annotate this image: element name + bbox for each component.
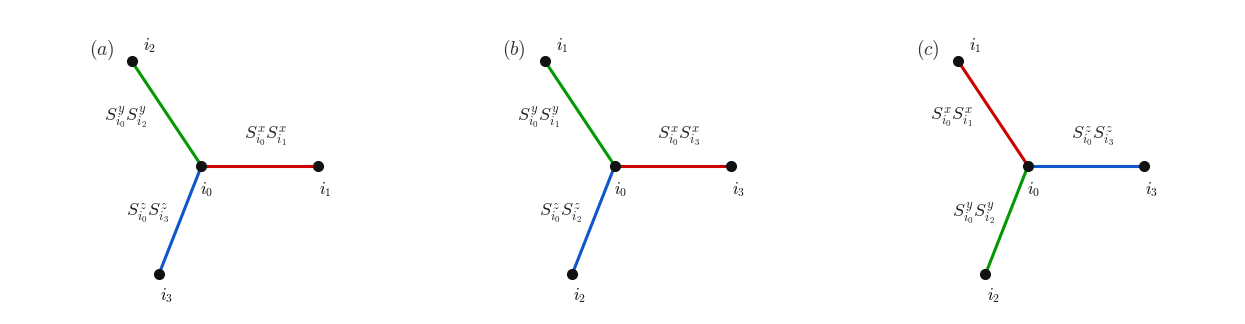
Text: $i_1$: $i_1$ xyxy=(557,36,569,55)
Text: $i_2$: $i_2$ xyxy=(143,36,156,55)
Text: $S^y_{i_0}S^y_{i_1}$: $S^y_{i_0}S^y_{i_1}$ xyxy=(518,105,560,131)
Text: $i_0$: $i_0$ xyxy=(200,180,213,199)
Text: $i_1$: $i_1$ xyxy=(969,36,982,55)
Text: $S^y_{i_0}S^y_{i_2}$: $S^y_{i_0}S^y_{i_2}$ xyxy=(105,105,147,131)
Text: $i_3$: $i_3$ xyxy=(1145,180,1158,199)
Text: $i_2$: $i_2$ xyxy=(574,286,586,305)
Text: $S^z_{i_0}S^z_{i_3}$: $S^z_{i_0}S^z_{i_3}$ xyxy=(126,202,169,226)
Text: $(b)$: $(b)$ xyxy=(503,38,527,62)
Text: $i_3$: $i_3$ xyxy=(732,180,746,199)
Text: $S^x_{i_0}S^x_{i_3}$: $S^x_{i_0}S^x_{i_3}$ xyxy=(657,125,701,149)
Text: $i_0$: $i_0$ xyxy=(614,180,626,199)
Text: $i_1$: $i_1$ xyxy=(319,180,331,199)
Text: $S^z_{i_0}S^z_{i_3}$: $S^z_{i_0}S^z_{i_3}$ xyxy=(1071,125,1114,149)
Text: $S^z_{i_0}S^z_{i_2}$: $S^z_{i_0}S^z_{i_2}$ xyxy=(539,202,583,226)
Text: $S^y_{i_0}S^y_{i_2}$: $S^y_{i_0}S^y_{i_2}$ xyxy=(952,201,996,227)
Text: $S^x_{i_0}S^x_{i_1}$: $S^x_{i_0}S^x_{i_1}$ xyxy=(244,125,288,149)
Text: $S^x_{i_0}S^x_{i_1}$: $S^x_{i_0}S^x_{i_1}$ xyxy=(930,106,974,130)
Text: $i_0$: $i_0$ xyxy=(1027,180,1040,199)
Text: $i_2$: $i_2$ xyxy=(987,286,1000,305)
Text: $(a)$: $(a)$ xyxy=(90,38,115,62)
Text: $(c)$: $(c)$ xyxy=(916,38,940,62)
Text: $i_3$: $i_3$ xyxy=(161,286,173,305)
